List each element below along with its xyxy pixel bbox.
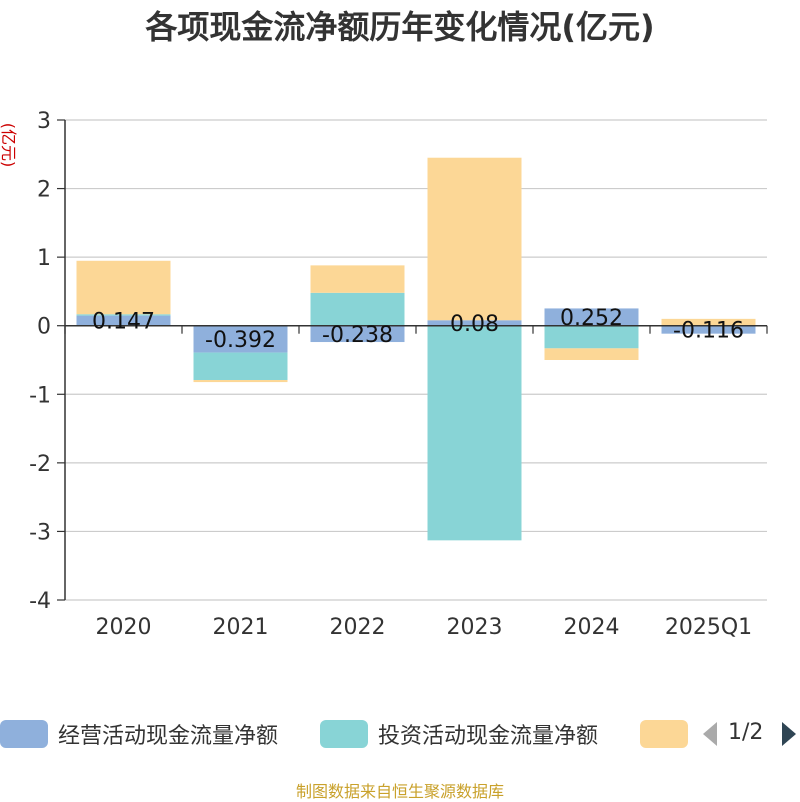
y-tick-label: -1 [29,383,51,408]
bar-financing-2025Q1 [661,318,756,326]
x-tick-label: 2023 [447,615,503,640]
legend-item-investing[interactable]: 投资活动现金流量净额 [320,716,598,752]
legend-label-investing: 投资活动现金流量净额 [378,724,599,749]
bar-financing-2024 [544,348,639,360]
data-label: -0.392 [205,328,276,353]
bar-operating-2021 [193,325,288,353]
legend-swatch-operating [0,720,48,748]
data-label: 0.147 [92,310,155,335]
legend: 经营活动现金流量净额 投资活动现金流量净额 1/2 [0,716,800,752]
data-label: 0.252 [560,306,623,331]
legend-prev-arrow-icon[interactable] [703,722,717,746]
bar-investing-2024 [544,325,639,349]
bar-operating-2024 [544,308,639,326]
legend-item-financing[interactable] [640,716,688,752]
data-label: -0.116 [673,319,744,344]
x-tick-label: 2022 [330,615,386,640]
data-label-layer: 0.147 -0.392 -0.238 0.08 0.252 -0.116 [92,306,744,353]
bar-financing-2022 [310,265,405,293]
legend-item-operating[interactable]: 经营活动现金流量净额 [0,716,278,752]
y-tick-label: 0 [37,315,51,340]
y-tick-label: 3 [37,109,51,134]
x-tick-label: 2021 [213,615,269,640]
y-tick-label: -3 [29,520,51,545]
bar-investing-2022 [310,292,405,326]
legend-label-operating: 经营活动现金流量净额 [58,724,279,749]
bar-financing-2020 [76,260,171,315]
x-tick-label: 2020 [96,615,152,640]
bar-operating-2025Q1 [661,325,756,334]
grid-layer [65,119,767,601]
x-tick-label: 2024 [564,615,620,640]
legend-swatch-financing [640,720,688,748]
x-tick-label: 2025Q1 [665,615,752,640]
y-tick-label: -2 [29,452,51,477]
bar-operating-2020 [76,315,171,326]
bar-layer [76,157,756,541]
legend-page-indicator: 1/2 [728,720,764,745]
y-axis-title: (亿元) [0,123,18,168]
legend-next-arrow-icon[interactable] [782,722,796,746]
axis-layer: 3 2 1 0 -1 -2 -3 -4 (亿元) 2020 2021 2022 2023 2024 2025… [0,109,768,640]
bar-investing-2021 [193,352,288,381]
y-tick-label: -4 [29,589,51,614]
y-tick-label: 1 [37,246,51,271]
bar-operating-2022 [310,325,405,343]
bar-investing-2020 [76,314,171,316]
source-note: 制图数据来自恒生聚源数据库 [295,782,504,801]
y-tick-label: 2 [37,178,51,203]
bar-operating-2023 [427,320,522,326]
data-label: 0.08 [450,312,499,337]
data-label: -0.238 [322,323,393,348]
bar-financing-2023 [427,157,522,321]
bar-investing-2023 [427,325,522,541]
bar-financing-2021 [193,380,288,383]
chart-title: 各项现金流净额历年变化情况(亿元) [145,8,655,46]
legend-swatch-investing [320,720,368,748]
chart-plot: 3 2 1 0 -1 -2 -3 -4 (亿元) 2020 2021 2022 2023 2024 2025… [0,109,768,640]
